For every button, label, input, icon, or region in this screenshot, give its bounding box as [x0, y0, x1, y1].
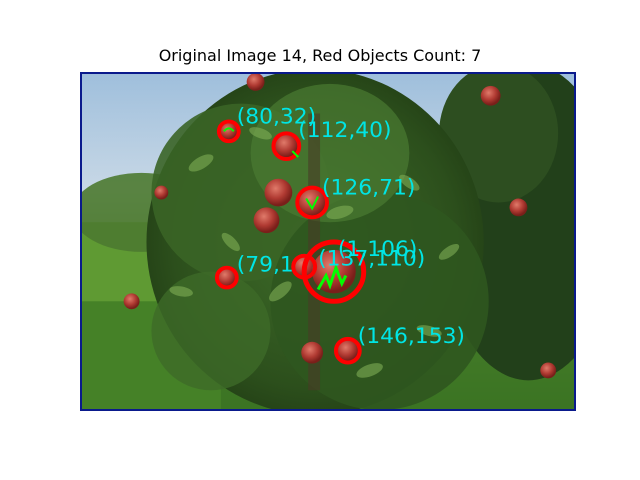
detection-label: (112,40) — [298, 118, 391, 143]
detection-circle — [301, 239, 367, 304]
detection-3: (126,71) — [295, 176, 415, 220]
detection-circle — [216, 119, 241, 144]
figure-title: Original Image 14, Red Objects Count: 7 — [158, 46, 482, 65]
detection-contour — [291, 150, 299, 158]
detection-label: (137,110) — [318, 247, 425, 272]
detection-2: (112,40) — [271, 118, 392, 161]
orchard-photo: (80,32) (112,40) (126,71) (79,1 (137,110… — [82, 74, 574, 409]
detection-circle — [333, 336, 362, 365]
detection-5: (137,110) — [301, 239, 425, 304]
detection-6: (1,106) — [291, 237, 417, 280]
detection-label: (126,71) — [322, 176, 415, 201]
detection-label: (1,106) — [338, 237, 417, 262]
detection-contour — [305, 196, 319, 211]
detection-1: (80,32) — [216, 104, 316, 144]
detection-7: (146,153) — [333, 324, 465, 365]
detection-circle — [295, 185, 329, 220]
detection-label: (146,153) — [358, 324, 465, 349]
detection-4: (79,1 — [214, 253, 294, 290]
detection-label: (80,32) — [237, 104, 316, 129]
detection-circle — [271, 131, 302, 161]
detection-label: (79,1 — [237, 253, 294, 278]
image-panel: (80,32) (112,40) (126,71) (79,1 (137,110… — [80, 72, 576, 411]
detection-contour — [316, 263, 348, 291]
detection-contour — [223, 127, 235, 132]
detection-circle — [291, 253, 318, 280]
detection-circle — [214, 265, 239, 290]
